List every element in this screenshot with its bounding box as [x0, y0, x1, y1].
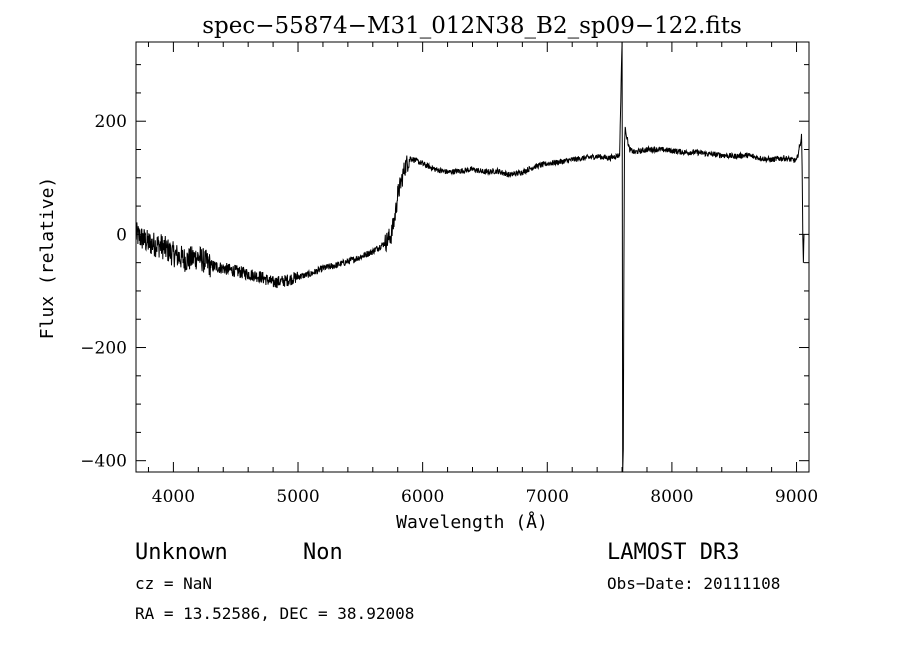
- y-tick-label: −200: [80, 339, 127, 359]
- chart-title: spec−55874−M31_012N38_B2_sp09−122.fits: [202, 13, 742, 39]
- x-tick-label: 7000: [526, 487, 569, 507]
- x-tick-label: 4000: [152, 487, 195, 507]
- survey-label: LAMOST DR3: [607, 540, 739, 565]
- obs-date-label: Obs−Date: 20111108: [607, 574, 780, 593]
- object-class-label: Unknown: [135, 540, 228, 565]
- redshift-label: cz = NaN: [135, 574, 212, 593]
- y-axis-label: Flux (relative): [37, 177, 58, 340]
- x-tick-label: 8000: [650, 487, 693, 507]
- x-tick-label: 6000: [401, 487, 444, 507]
- y-tick-label: 200: [95, 112, 127, 132]
- object-subclass-label: Non: [303, 540, 343, 565]
- axis-tick-labels: 4000 5000 6000 7000 8000 9000 −400 −200 0 200: [80, 112, 818, 507]
- coordinates-label: RA = 13.52586, DEC = 38.92008: [135, 604, 414, 623]
- x-tick-label: 9000: [775, 487, 818, 507]
- x-axis-label: Wavelength (Å): [396, 511, 548, 533]
- x-tick-label: 5000: [276, 487, 319, 507]
- y-tick-label: −400: [80, 452, 127, 472]
- spectrum-line: [135, 41, 805, 473]
- y-tick-label: 0: [116, 225, 127, 245]
- plot-frame: [135, 41, 810, 473]
- axis-ticks: [136, 42, 809, 472]
